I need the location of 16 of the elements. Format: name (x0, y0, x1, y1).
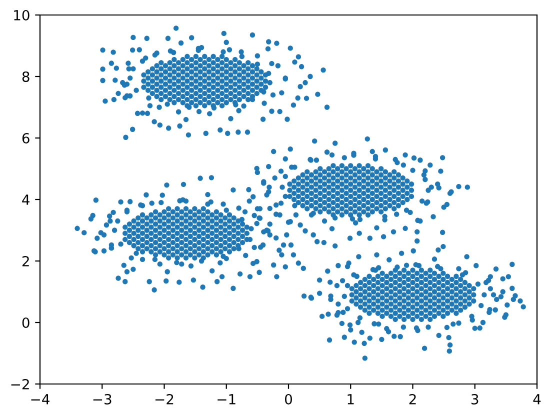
x-tick-label: −1 (218, 394, 236, 404)
x-tick-label: 0 (284, 394, 292, 404)
y-tick-label: 10 (14, 10, 30, 20)
y-tick-label: 2 (22, 256, 29, 266)
y-tick-label: 4 (22, 194, 30, 205)
y-tick-label: 6 (22, 132, 30, 144)
y-tick-label: 8 (22, 71, 30, 82)
x-tick-label: 4 (533, 394, 541, 404)
x-tick-label: 3 (472, 394, 478, 404)
x-tick-label: 1 (348, 394, 354, 404)
x-tick-label: −4 (31, 394, 50, 404)
x-tick-label: 2 (409, 394, 416, 404)
y-tick-label: 0 (22, 317, 30, 328)
y-tick-label: −2 (11, 378, 29, 390)
x-tick-label: −3 (93, 394, 112, 404)
x-tick-label: −2 (155, 394, 174, 404)
